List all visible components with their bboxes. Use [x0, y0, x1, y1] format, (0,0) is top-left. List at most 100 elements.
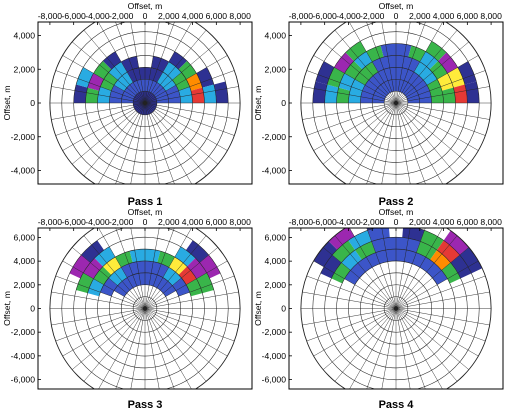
grid-spoke [395, 22, 426, 104]
y-tick-label: 0 [30, 98, 35, 108]
x-tick-label: 8,000 [229, 217, 251, 227]
grid-spoke [97, 102, 146, 184]
grid-spoke [306, 275, 397, 309]
data-cell [436, 240, 460, 263]
data-cell [312, 81, 328, 103]
data-cell [85, 87, 100, 103]
y-tick-label: 6,000 [13, 232, 35, 242]
grid-spoke [322, 102, 397, 165]
grid-spoke [395, 247, 470, 309]
grid-spoke [55, 102, 146, 136]
grid-spoke [395, 308, 486, 342]
x-tick-label: 6,000 [206, 217, 228, 227]
y-axis-label: Offset, m [253, 291, 263, 326]
grid-spoke [334, 102, 397, 177]
grid-spoke [334, 235, 397, 309]
x-axis-label: Offset, m [128, 207, 163, 217]
panel-title: Pass 3 [128, 399, 163, 411]
data-cell [114, 72, 134, 92]
grid-spoke [366, 228, 397, 309]
data-cell [443, 230, 469, 256]
grid-spoke [144, 102, 160, 184]
data-cell [320, 255, 342, 279]
x-tick-label: 8,000 [229, 11, 251, 21]
plot-area [49, 22, 241, 184]
grid-spoke [83, 308, 146, 382]
y-tick-label: 2,000 [264, 280, 286, 290]
grid-spoke [313, 55, 397, 104]
data-cell [355, 241, 376, 260]
data-cell [336, 87, 351, 103]
y-tick-label: 0 [281, 304, 286, 314]
data-cell [441, 262, 461, 284]
grid-spoke [322, 41, 397, 104]
y-tick-label: 2,000 [264, 64, 286, 74]
grid-spoke [395, 308, 426, 389]
grid-spoke [349, 308, 397, 389]
data-cell [425, 41, 447, 61]
data-cell [102, 257, 122, 275]
x-tick-label: -6,000 [61, 11, 86, 21]
grid-spoke [144, 247, 219, 309]
y-tick-label: -4,000 [11, 351, 36, 361]
data-cell [168, 51, 188, 70]
grid-spoke [130, 102, 146, 184]
grid-spoke [395, 70, 486, 104]
data-cell [438, 52, 458, 74]
x-axis-label: Offset, m [128, 1, 163, 11]
data-cell [429, 60, 448, 80]
grid-spoke [115, 22, 146, 104]
y-tick-label: 6,000 [264, 232, 286, 242]
grid-spoke [144, 308, 207, 382]
data-cell [83, 258, 103, 279]
panel-4: -8,000 -6,000 -4,000 -2,000 0 2,000 4,000 6,000… [253, 207, 504, 411]
grid-spoke [144, 275, 235, 309]
grid-spoke [395, 275, 486, 309]
grid-spoke [395, 228, 411, 309]
x-tick-label: 6,000 [457, 11, 479, 21]
grid-spoke [313, 260, 397, 309]
y-tick-label: -2,000 [11, 132, 36, 142]
panel-title: Pass 4 [379, 399, 415, 411]
data-cell [344, 60, 363, 80]
grid-spoke [144, 86, 239, 104]
data-cell [348, 230, 372, 251]
grid-spoke [348, 22, 397, 104]
x-tick-label: -8,000 [38, 217, 63, 227]
grid-spoke [395, 102, 486, 136]
data-cell [178, 60, 197, 80]
x-tick-label: 4,000 [182, 11, 204, 21]
grid-spoke [144, 308, 235, 342]
y-tick-label: -2,000 [11, 327, 36, 337]
data-cell [345, 41, 367, 61]
grid-spoke [395, 308, 458, 382]
grid-spoke [55, 275, 146, 309]
data-cell [459, 247, 483, 274]
data-cell [328, 228, 355, 250]
panel-title: Pass 2 [379, 196, 414, 208]
grid-spoke [83, 102, 146, 177]
grid-spoke [381, 228, 397, 309]
grid-spoke [62, 260, 146, 309]
y-tick-label: -6,000 [11, 375, 36, 385]
grid-spoke [144, 308, 219, 370]
center-marker [393, 306, 399, 311]
data-cell [413, 61, 438, 86]
y-tick-label: 0 [281, 98, 286, 108]
data-cell [81, 240, 105, 263]
grid-spoke [51, 102, 146, 120]
grid-spoke [130, 308, 146, 389]
grid-spoke [144, 29, 207, 104]
data-cell [457, 61, 477, 85]
grid-spoke [395, 102, 444, 184]
data-cell [178, 266, 197, 285]
grid-spoke [144, 102, 228, 151]
grid-spoke [395, 260, 479, 309]
data-cell [450, 255, 472, 279]
grid-spoke [144, 291, 239, 309]
x-tick-label: 4,000 [182, 217, 204, 227]
x-tick-label: -2,000 [360, 11, 385, 21]
grid-spoke [395, 228, 443, 309]
data-cell [185, 240, 209, 263]
